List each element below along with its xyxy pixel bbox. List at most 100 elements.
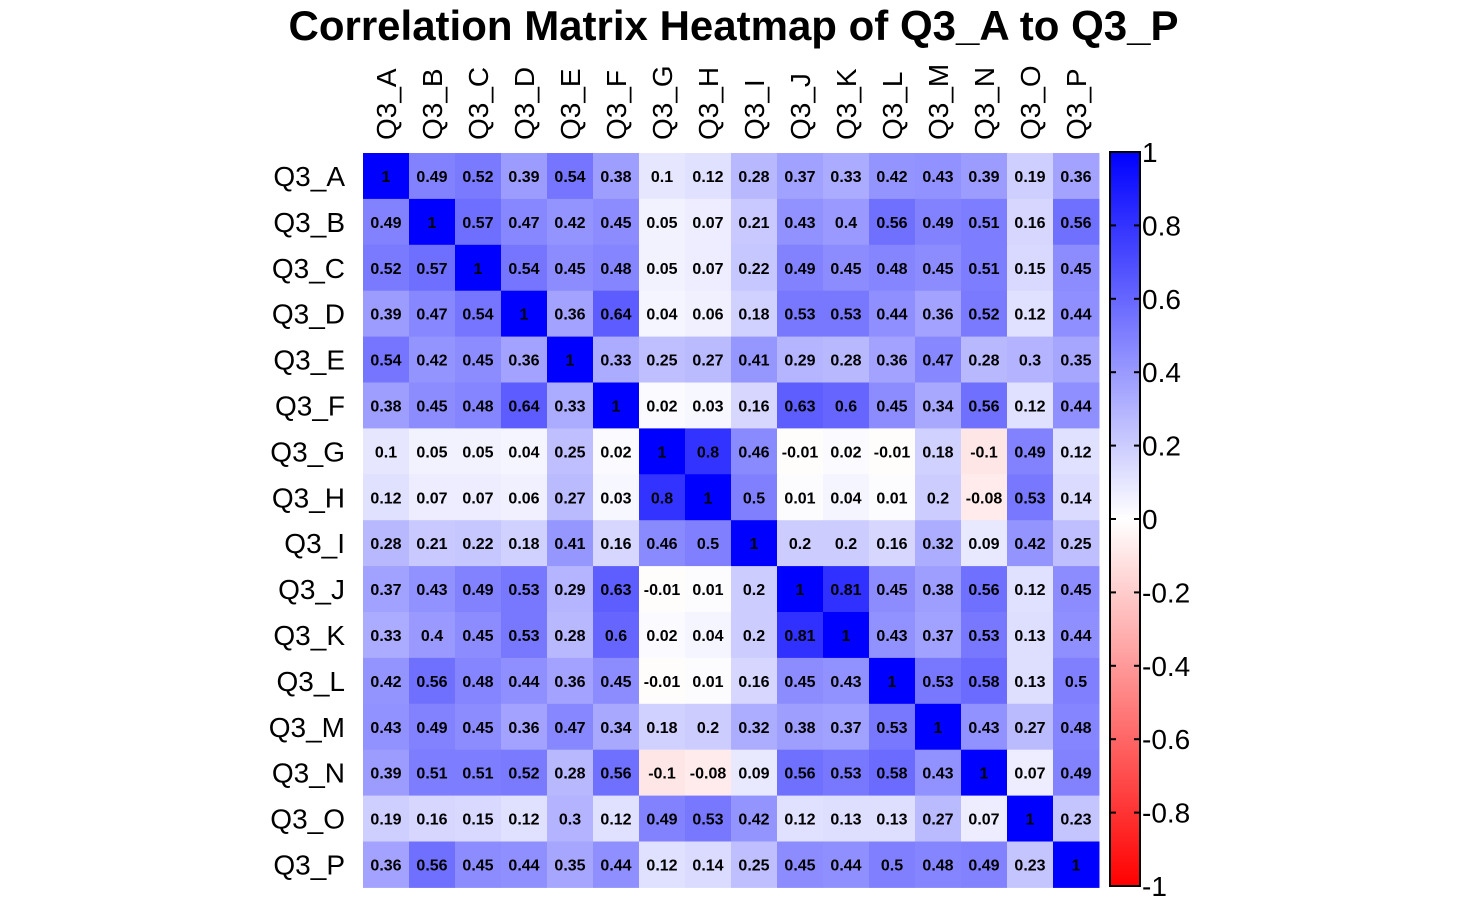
heatmap-cell: [501, 841, 548, 888]
heatmap-cell: [961, 290, 1008, 338]
row-label: Q3_O: [270, 804, 345, 835]
column-label: Q3_O: [1015, 65, 1046, 140]
heatmap-cell: [869, 244, 916, 292]
heatmap-cell: [731, 428, 778, 475]
heatmap-cell: [961, 795, 1008, 842]
column-labels: Q3_A Q3_B Q3_C Q3_D Q3_E Q3_F Q3_G Q3_H Q3_I Q3_J…: [371, 64, 1092, 140]
heatmap-cell: [363, 566, 410, 613]
heatmap-cell: [777, 290, 824, 338]
heatmap-cell: [1053, 795, 1100, 842]
heatmap-cell: [823, 795, 870, 842]
cell-value-label: 0.81: [830, 582, 861, 599]
cell-value-label: 0.47: [554, 720, 585, 737]
heatmap-cell: [1053, 244, 1100, 292]
heatmap-cell: [363, 336, 410, 383]
heatmap-cell: [455, 841, 502, 888]
cell-value-label: 0.42: [370, 674, 401, 691]
cell-value-label: 0.43: [922, 169, 953, 186]
heatmap-cell: [363, 657, 410, 705]
cell-value-label: 0.37: [830, 720, 861, 737]
heatmap-cell: [1053, 198, 1100, 246]
cell-value-label: 0.22: [462, 536, 493, 553]
heatmap-cell: [547, 566, 594, 613]
heatmap-cell: [363, 703, 410, 751]
heatmap-cell: [961, 198, 1008, 246]
heatmap-cell: [915, 566, 962, 613]
cell-value-label: -0.1: [970, 444, 998, 461]
cell-value-label: 0.13: [1014, 674, 1045, 691]
cell-value-label: 0.45: [784, 857, 815, 874]
cell-value-label: 0.56: [968, 398, 999, 415]
cell-value-label: 0.19: [370, 812, 401, 829]
colorbar-tick-label: -0.2: [1142, 577, 1190, 608]
heatmap-cell: [455, 153, 502, 200]
heatmap-cell: [1053, 749, 1100, 797]
heatmap-cell: [823, 520, 870, 567]
cell-value-label: 1: [520, 307, 529, 324]
heatmap-cell: [409, 749, 456, 797]
cell-value-label: 0.07: [692, 261, 723, 278]
heatmap-cell: [409, 474, 456, 521]
heatmap-cell: [1053, 474, 1100, 521]
cell-value-label: 0.36: [554, 674, 585, 691]
heatmap-cell: [823, 657, 870, 705]
heatmap-cell: [409, 841, 456, 888]
heatmap-cell: [685, 290, 732, 338]
cell-value-label: 0.52: [968, 307, 999, 324]
cell-value-label: 0.35: [554, 857, 585, 874]
column-label: Q3_M: [923, 64, 954, 140]
cell-value-label: 0.28: [554, 766, 585, 783]
heatmap-cell: [777, 336, 824, 383]
heatmap-cell: [869, 153, 916, 200]
cell-value-label: 0.56: [876, 215, 907, 232]
heatmap-cell: [363, 428, 410, 475]
heatmap-cell: [961, 566, 1008, 613]
cell-value-label: 0.41: [554, 536, 585, 553]
cell-value-label: 0.02: [830, 444, 861, 461]
heatmap-cell: [501, 566, 548, 613]
row-label: Q3_K: [273, 620, 345, 651]
cell-value-label: 0.32: [922, 536, 953, 553]
colorbar-tick-label: -0.6: [1142, 724, 1190, 755]
cell-value-label: 0.36: [876, 353, 907, 370]
cell-value-label: 0.2: [743, 582, 765, 599]
heatmap-cell: [1053, 520, 1100, 567]
colorbar-tick-label: -0.8: [1142, 798, 1190, 829]
cell-value-label: 0.56: [416, 674, 447, 691]
cell-value-label: 1: [1072, 857, 1081, 874]
cell-value-label: 0.12: [784, 812, 815, 829]
heatmap-cell: [869, 749, 916, 797]
cell-value-label: 0.07: [1014, 766, 1045, 783]
cell-value-label: 0.02: [646, 398, 677, 415]
heatmap-cell: [593, 290, 640, 338]
heatmap-cell: [915, 474, 962, 521]
heatmap-cell: [1053, 841, 1100, 888]
heatmap-cell: [501, 657, 548, 705]
cell-value-label: 0.44: [508, 857, 539, 874]
heatmap-cell: [869, 703, 916, 751]
cell-value-label: 0.07: [462, 490, 493, 507]
heatmap-cell: [685, 703, 732, 751]
cell-value-label: 0.16: [738, 398, 769, 415]
cell-value-label: 0.01: [876, 490, 907, 507]
heatmap-cell: [593, 612, 640, 659]
cell-value-label: 0.81: [784, 628, 815, 645]
heatmap-cell: [639, 612, 686, 659]
cell-value-label: 0.51: [416, 766, 447, 783]
column-label: Q3_H: [693, 67, 724, 140]
cell-value-label: 0.51: [462, 766, 493, 783]
heatmap-cell: [363, 153, 410, 200]
heatmap-cell: [547, 244, 594, 292]
cell-value-label: 0.45: [600, 674, 631, 691]
cell-value-label: 0.48: [876, 261, 907, 278]
heatmap-cell: [777, 841, 824, 888]
heatmap-cell: [961, 474, 1008, 521]
heatmap-cell: [547, 153, 594, 200]
cell-value-label: 0.45: [462, 628, 493, 645]
heatmap-cell: [1007, 612, 1054, 659]
heatmap-cell: [915, 153, 962, 200]
cell-value-label: 1: [474, 261, 483, 278]
cell-value-label: 0.39: [370, 307, 401, 324]
heatmap-cell: [731, 382, 778, 429]
cell-value-label: 0.56: [968, 582, 999, 599]
